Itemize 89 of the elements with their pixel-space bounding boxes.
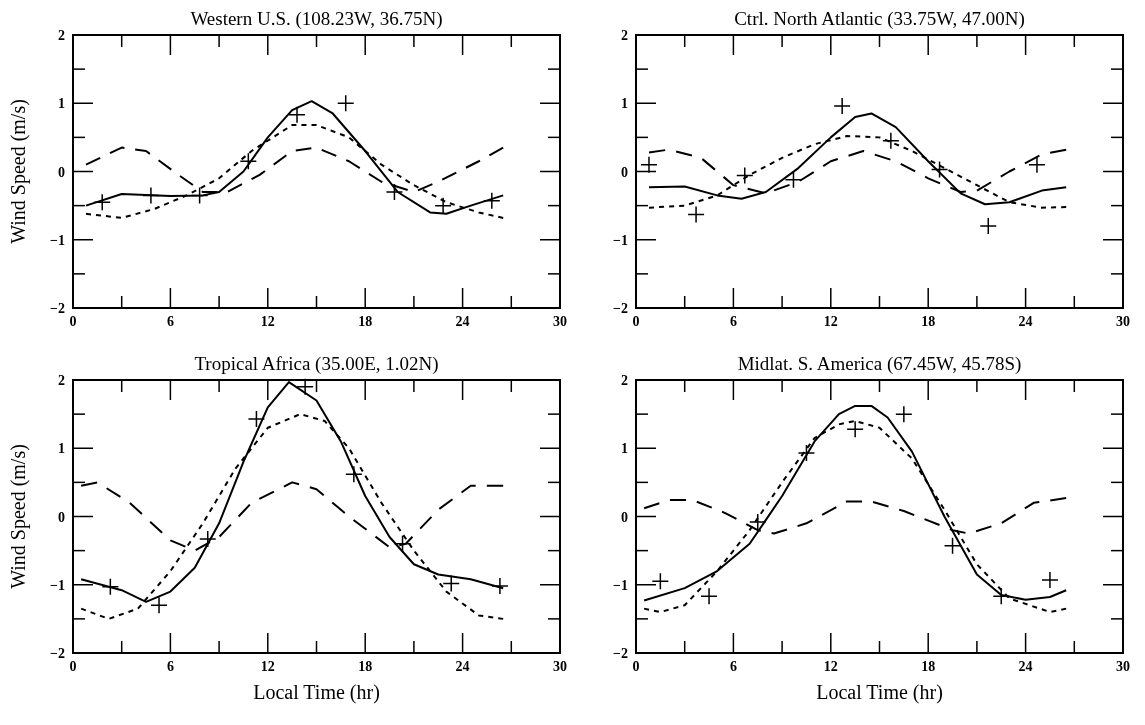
point: [943, 537, 962, 555]
x-tick-label: 6: [729, 659, 737, 674]
x-tick-label: 12: [260, 314, 275, 329]
point: [288, 106, 306, 124]
x-tick-label: 30: [1116, 659, 1130, 674]
point: [736, 166, 754, 185]
y-tick-label: −1: [613, 232, 628, 248]
point: [150, 596, 168, 614]
x-tick-label: 12: [823, 659, 838, 674]
point: [640, 155, 658, 174]
y-tick-label: 0: [58, 509, 65, 525]
x-tick-label: 12: [260, 659, 275, 674]
point: [797, 444, 816, 462]
y-tick-label: 0: [58, 164, 65, 180]
y-tick-label: 1: [621, 96, 628, 112]
x-tick-label: 0: [69, 659, 77, 674]
chart-title: Tropical Africa (35.00E, 1.02N): [194, 353, 439, 375]
point: [930, 160, 949, 179]
y-tick-label: 0: [621, 509, 628, 525]
point: [687, 205, 705, 224]
y-tick-label: −2: [613, 301, 628, 316]
point: [846, 420, 864, 438]
point: [247, 410, 266, 428]
x-tick-label: 30: [1116, 314, 1130, 329]
y-axis-title: Wind Speed (m/s): [7, 444, 30, 589]
y-tick-label: −2: [613, 646, 628, 661]
point: [393, 535, 412, 553]
y-tick-label: 2: [621, 373, 628, 388]
chart-title: Midlat. S. America (67.45W, 45.78S): [737, 353, 1022, 375]
point: [483, 192, 501, 210]
point: [93, 193, 111, 211]
point: [651, 572, 670, 591]
x-tick-label: 30: [553, 659, 567, 674]
x-tick-label: 24: [455, 314, 470, 329]
chart-title: Ctrl. North Atlantic (33.75W, 47.00N): [734, 8, 1025, 30]
x-tick-label: 30: [553, 314, 567, 329]
y-tick-label: −1: [613, 577, 628, 593]
x-axis-title: Local Time (hr): [253, 681, 380, 704]
y-tick-label: −2: [50, 301, 65, 316]
y-tick-label: 2: [58, 28, 65, 43]
y-tick-label: 2: [621, 28, 628, 43]
point: [336, 94, 355, 112]
point: [442, 574, 460, 593]
point: [992, 587, 1010, 606]
point: [101, 578, 120, 596]
point: [1028, 155, 1046, 174]
point: [190, 186, 209, 205]
x-tick-label: 18: [358, 314, 373, 329]
y-axis-title: Wind Speed (m/s): [7, 99, 30, 244]
x-axis-title: Local Time (hr): [816, 681, 943, 704]
x-tick-label: 0: [632, 659, 640, 674]
point: [882, 132, 900, 150]
point: [700, 587, 718, 606]
point: [142, 186, 160, 205]
point: [434, 196, 452, 215]
y-tick-label: 2: [58, 373, 65, 388]
point: [784, 170, 803, 189]
point: [833, 97, 851, 115]
point: [239, 152, 258, 171]
point: [491, 577, 509, 595]
x-tick-label: 6: [729, 314, 737, 329]
x-tick-label: 12: [823, 314, 838, 329]
x-tick-label: 18: [921, 659, 936, 674]
x-tick-label: 24: [1018, 659, 1033, 674]
point: [345, 465, 363, 483]
point: [198, 530, 217, 548]
point: [385, 183, 404, 201]
x-tick-label: 0: [69, 314, 77, 329]
point: [979, 217, 998, 235]
x-tick-label: 24: [1018, 314, 1033, 329]
line-series: [647, 112, 1068, 206]
y-tick-label: 1: [58, 96, 65, 112]
y-tick-label: −2: [50, 646, 65, 661]
y-tick-label: −1: [50, 577, 65, 593]
x-tick-label: 18: [358, 659, 373, 674]
x-tick-label: 6: [166, 659, 174, 674]
point: [1041, 571, 1059, 589]
point: [895, 405, 913, 423]
y-tick-label: 1: [621, 441, 628, 457]
x-tick-label: 6: [166, 314, 174, 329]
x-tick-label: 24: [455, 659, 470, 674]
point: [749, 513, 767, 531]
x-tick-label: 0: [632, 314, 640, 329]
y-tick-label: −1: [50, 232, 65, 248]
y-tick-label: 0: [621, 164, 628, 180]
point: [296, 378, 314, 396]
x-tick-label: 18: [921, 314, 936, 329]
chart-title: Western U.S. (108.23W, 36.75N): [190, 8, 443, 30]
y-tick-label: 1: [58, 441, 65, 457]
